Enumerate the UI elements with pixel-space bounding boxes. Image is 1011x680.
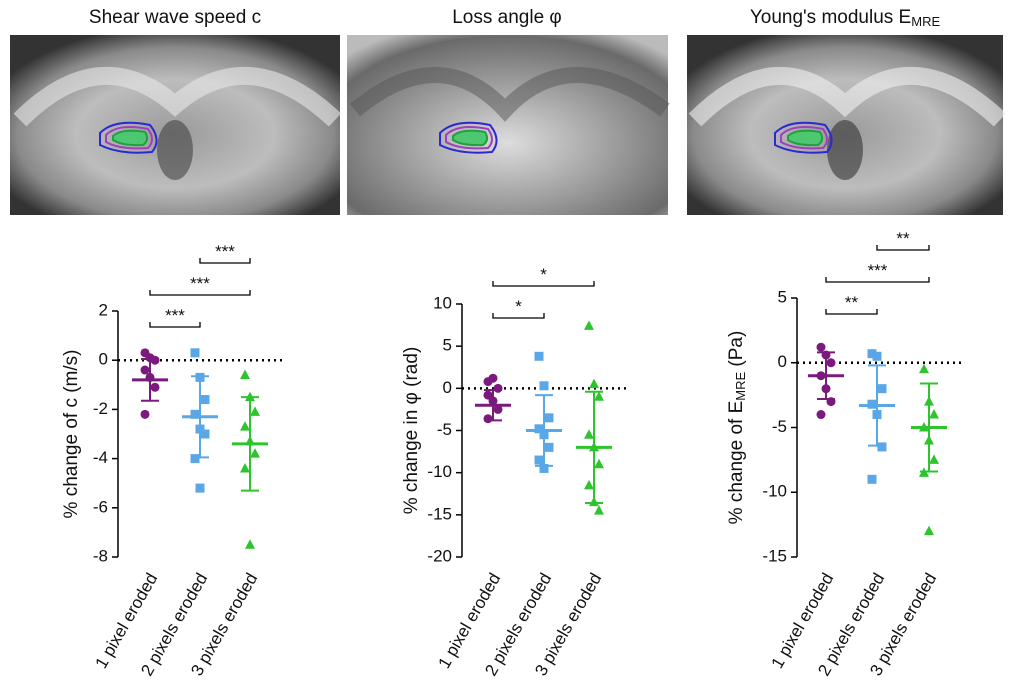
point: [589, 379, 599, 389]
point: [535, 352, 544, 361]
y-label-main: % change of E: [726, 401, 747, 525]
y-tick-label: -2: [93, 399, 108, 418]
y-label-main: % change in φ (rad): [401, 347, 422, 515]
y-tick-label: -15: [427, 504, 452, 523]
point: [141, 366, 150, 375]
significance-label: **: [845, 293, 859, 312]
point: [201, 395, 210, 404]
point: [250, 448, 260, 458]
significance-label: *: [515, 297, 522, 316]
point: [191, 454, 200, 463]
image-title: Loss angle φ: [452, 7, 562, 28]
y-axis-label: % change of EMRE (Pa): [726, 331, 748, 525]
significance-label: ***: [165, 306, 185, 325]
significance-label: ***: [215, 242, 235, 261]
title-sub: MRE: [911, 14, 940, 29]
y-tick-label: 5: [443, 336, 452, 355]
point: [929, 454, 939, 464]
point: [201, 430, 210, 439]
y-label-end: (Pa): [726, 331, 747, 372]
point: [151, 383, 160, 392]
point: [873, 352, 882, 361]
y-tick-label: -6: [93, 497, 108, 516]
significance-label: ***: [190, 274, 210, 293]
point: [196, 484, 205, 493]
point: [584, 320, 594, 330]
title-main: Young's modulus E: [750, 7, 911, 28]
point: [594, 459, 604, 469]
point: [924, 526, 934, 536]
y-tick-label: 0: [99, 350, 108, 369]
point: [191, 348, 200, 357]
point: [929, 409, 939, 419]
y-label-main: % change of c (m/s): [61, 350, 82, 519]
page: Shear wave speed c Loss angle φ Young's …: [0, 0, 1011, 680]
point: [594, 505, 604, 514]
image-3: [687, 35, 1003, 215]
y-tick-label: -5: [772, 417, 787, 436]
y-tick-label: -4: [93, 448, 108, 467]
point: [484, 414, 493, 423]
point: [545, 443, 554, 452]
y-tick-label: -8: [93, 546, 108, 565]
point: [240, 421, 250, 431]
point: [535, 456, 544, 465]
point: [489, 374, 498, 383]
y-tick-label: 5: [778, 287, 787, 306]
significance-label: **: [896, 229, 910, 248]
y-tick-label: 0: [443, 378, 452, 397]
figure: Shear wave speed c Loss angle φ Young's …: [0, 0, 1011, 680]
image-2: [347, 35, 668, 215]
point: [817, 343, 826, 352]
point: [240, 369, 250, 379]
point: [919, 364, 929, 374]
point: [584, 480, 594, 490]
image-title: Young's modulus EMRE: [750, 7, 941, 29]
significance-label: *: [540, 265, 547, 284]
point: [868, 475, 877, 484]
y-axis-label: % change of c (m/s): [61, 350, 82, 519]
point: [827, 358, 836, 367]
point: [245, 539, 255, 549]
point: [817, 410, 826, 419]
y-tick-label: 10: [433, 293, 452, 312]
significance-label: ***: [868, 261, 888, 280]
y-tick-label: 2: [99, 300, 108, 319]
image-1: [10, 35, 340, 215]
y-tick-label: -5: [437, 420, 452, 439]
point: [494, 384, 503, 393]
point: [545, 413, 554, 422]
y-tick-label: -15: [762, 546, 787, 565]
point: [250, 406, 260, 416]
y-tick-label: 0: [778, 352, 787, 371]
image-title: Shear wave speed c: [89, 7, 261, 28]
y-tick-label: -20: [427, 546, 452, 565]
y-label-sub: MRE: [733, 372, 748, 401]
point: [141, 410, 150, 419]
point: [878, 384, 887, 393]
point: [240, 463, 250, 473]
y-axis-label: % change in φ (rad): [401, 347, 422, 515]
y-tick-label: -10: [427, 462, 452, 481]
y-tick-label: -10: [762, 482, 787, 501]
point: [584, 429, 594, 439]
point: [878, 442, 887, 451]
point: [151, 356, 160, 365]
point: [540, 381, 549, 390]
